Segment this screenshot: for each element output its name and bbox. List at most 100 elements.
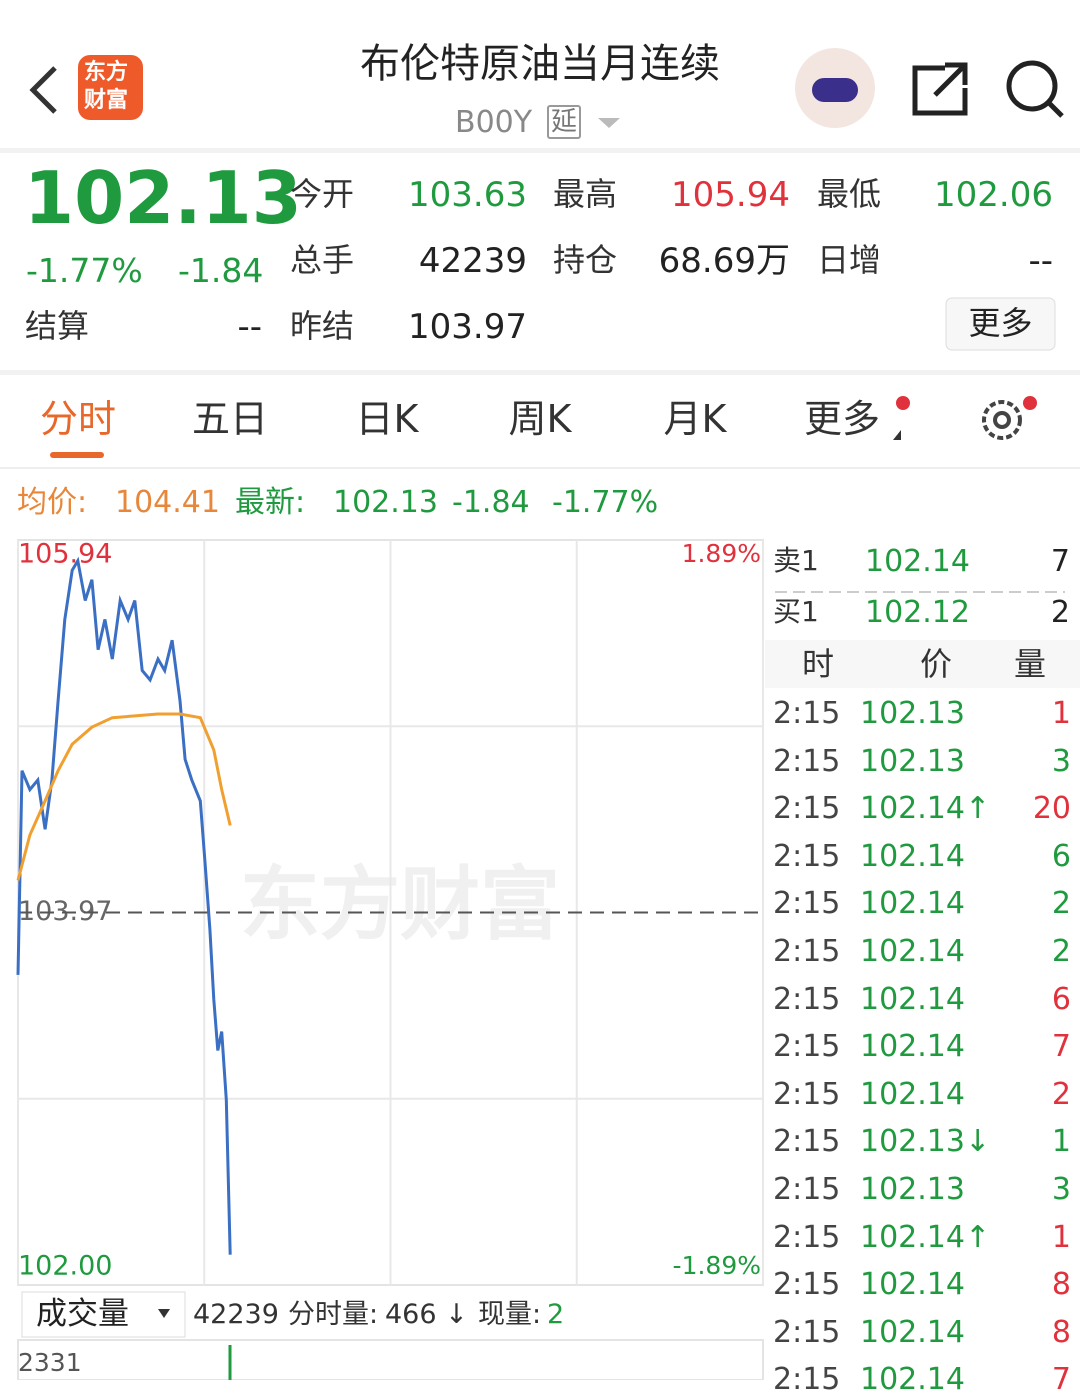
tab[interactable]: 分时 bbox=[39, 397, 116, 441]
field-value: 102.06 bbox=[934, 175, 1053, 215]
tick-volume: 3 bbox=[1051, 1172, 1071, 1207]
tick-price: 102.13↓ bbox=[860, 1124, 991, 1160]
ticks-header: 价 bbox=[919, 645, 952, 683]
tick-time: 2:15 bbox=[773, 1029, 841, 1065]
ticks-header: 时 bbox=[801, 645, 834, 683]
field-value: -- bbox=[237, 307, 262, 347]
tick-price: 102.14 bbox=[860, 981, 965, 1017]
tick-volume: 2 bbox=[1051, 1076, 1071, 1112]
tick-time: 2:15 bbox=[773, 1362, 841, 1397]
settings-icon[interactable] bbox=[982, 400, 1022, 440]
last: 102.13 bbox=[333, 485, 438, 520]
tick-volume: 7 bbox=[1051, 1362, 1071, 1397]
tab-underline bbox=[50, 452, 104, 458]
divider bbox=[0, 370, 1080, 375]
y-tick-label: 102.00 bbox=[18, 1251, 112, 1282]
tab[interactable]: 周K bbox=[508, 397, 572, 441]
tick-time: 2:15 bbox=[773, 1314, 841, 1350]
book-price: 102.12 bbox=[865, 595, 970, 630]
tab[interactable]: 日K bbox=[355, 397, 419, 441]
price-line bbox=[16, 712, 232, 881]
tick-time: 2:15 bbox=[773, 1267, 841, 1303]
tick-volume: 8 bbox=[1051, 1267, 1071, 1303]
last-label: 最新: bbox=[235, 485, 306, 520]
watermark: 东方财富 bbox=[240, 858, 560, 951]
period-label: 分时量: bbox=[288, 1299, 379, 1330]
field-label: 最低 bbox=[817, 175, 882, 213]
logo-text: 财富 bbox=[84, 88, 129, 113]
tab[interactable]: 月K bbox=[663, 397, 727, 441]
period-volume: 466 ↓ bbox=[385, 1299, 468, 1330]
field-label: 总手 bbox=[290, 241, 355, 279]
tick-volume: 1 bbox=[1051, 1124, 1071, 1160]
tick-time: 2:15 bbox=[773, 1076, 841, 1112]
more-button-label[interactable]: 更多 bbox=[968, 304, 1033, 342]
change: -1.84 bbox=[178, 251, 264, 290]
field-value: 42239 bbox=[418, 241, 527, 281]
change-pct: -1.77% bbox=[26, 251, 143, 290]
divider bbox=[0, 148, 1080, 153]
title: 布伦特原油当月连续 bbox=[360, 41, 720, 87]
change: -1.84 bbox=[452, 485, 530, 520]
tick-time: 2:15 bbox=[773, 1124, 841, 1160]
now-volume: 2 bbox=[547, 1299, 565, 1330]
volume-selector[interactable] bbox=[21, 1291, 186, 1338]
back-icon[interactable] bbox=[29, 66, 57, 114]
change-pct: -1.77% bbox=[552, 485, 659, 520]
volume-selector-label[interactable]: 成交量 bbox=[36, 1296, 129, 1332]
tick-volume: 1 bbox=[1051, 1219, 1071, 1255]
settings-core bbox=[993, 411, 1011, 429]
tick-price: 102.14 bbox=[860, 886, 965, 922]
field-label: 日增 bbox=[817, 241, 882, 279]
field-value: 105.94 bbox=[671, 175, 790, 215]
book-volume: 7 bbox=[1050, 544, 1070, 579]
tick-volume: 20 bbox=[1032, 791, 1071, 827]
tick-price: 102.14 bbox=[860, 838, 965, 874]
book-price: 102.14 bbox=[865, 544, 970, 579]
y2-tick-label: 1.89% bbox=[682, 539, 761, 568]
tick-volume: 6 bbox=[1051, 981, 1071, 1017]
book-volume: 2 bbox=[1050, 595, 1070, 630]
field-value: 68.69万 bbox=[658, 241, 790, 281]
y2-tick-label: -1.89% bbox=[673, 1251, 761, 1280]
tick-volume: 1 bbox=[1051, 696, 1071, 731]
search-handle bbox=[1046, 100, 1064, 118]
ticks-header: 量 bbox=[1013, 645, 1046, 683]
tick-time: 2:15 bbox=[773, 1172, 841, 1207]
volume-frame bbox=[17, 1339, 764, 1380]
search-icon[interactable] bbox=[1006, 60, 1058, 112]
tick-price: 102.14 bbox=[860, 1076, 965, 1112]
avg-label: 均价: bbox=[17, 485, 88, 520]
tab[interactable]: 更多 bbox=[803, 397, 880, 441]
tick-time: 2:15 bbox=[773, 743, 841, 779]
tick-volume: 8 bbox=[1051, 1314, 1071, 1350]
volume-max: 2331 bbox=[18, 1348, 82, 1377]
field-label: 结算 bbox=[25, 307, 90, 345]
avg: 104.41 bbox=[115, 485, 220, 520]
tick-volume: 6 bbox=[1051, 838, 1071, 874]
share-icon[interactable] bbox=[912, 62, 968, 116]
divider bbox=[0, 467, 1080, 469]
now-label: 现量: bbox=[478, 1299, 542, 1330]
tick-volume: 3 bbox=[1051, 743, 1071, 779]
tick-time: 2:15 bbox=[773, 934, 841, 969]
price: 102.13 bbox=[24, 156, 302, 240]
tick-price: 102.14 bbox=[860, 934, 965, 969]
tick-time: 2:15 bbox=[773, 981, 841, 1017]
tick-price: 102.13 bbox=[860, 743, 965, 779]
tab[interactable]: 五日 bbox=[191, 397, 268, 441]
tick-volume: 2 bbox=[1051, 886, 1071, 922]
dropdown[interactable] bbox=[598, 118, 620, 128]
badge: 延 bbox=[547, 105, 582, 139]
more-button[interactable] bbox=[945, 297, 1056, 351]
badge-dot bbox=[1023, 396, 1037, 410]
y-tick-label: 105.94 bbox=[18, 539, 112, 570]
dropdown bbox=[158, 1309, 170, 1318]
tick-price: 102.14↑ bbox=[860, 791, 991, 827]
field-label: 昨结 bbox=[290, 307, 355, 345]
tick-price: 102.14 bbox=[860, 1267, 965, 1303]
tick-time: 2:15 bbox=[773, 838, 841, 874]
book-label: 买1 bbox=[773, 595, 819, 628]
